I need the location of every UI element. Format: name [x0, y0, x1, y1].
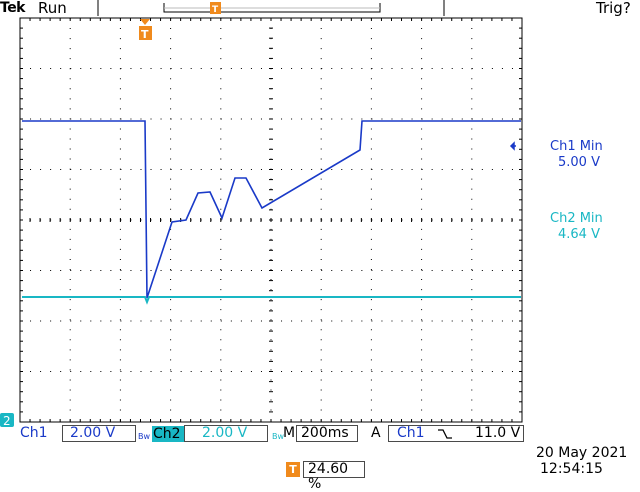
ch2-scale: 2.00 V: [202, 425, 248, 441]
ch1-bandwidth-limit: Bᴡ: [138, 432, 151, 441]
trigger-level: 11.0 V: [475, 425, 521, 441]
timebase-value: 200ms: [301, 425, 349, 441]
ch2-scale-box[interactable]: [184, 425, 268, 442]
graticule-grid: [19, 17, 522, 422]
trigger-level-arrow[interactable]: [509, 141, 516, 151]
trigger-position-value[interactable]: 24.60 %: [303, 461, 365, 492]
brand-logo: Tek: [0, 0, 26, 16]
trigger-position-marker[interactable]: [139, 26, 152, 40]
acquisition-state: Run: [38, 0, 67, 17]
ch1-scale-box[interactable]: [62, 425, 136, 442]
ch1-min-title: Ch1 Min: [550, 139, 603, 154]
trigger-position-icon: T: [286, 462, 300, 477]
record-trigger-marker: [210, 2, 221, 14]
ch2-ground-marker-label: 2: [3, 414, 11, 428]
oscilloscope-screen: 2 T T: [0, 0, 523, 428]
timebase-box[interactable]: [296, 425, 358, 442]
trigger-state: Trig?: [596, 0, 631, 17]
trigger-position-marker-label: T: [141, 28, 149, 41]
ch2-bandwidth-limit: Bᴡ: [272, 432, 285, 441]
trigger-position-arrow: [140, 19, 150, 25]
ch2-min-value: 4.64 V: [558, 227, 600, 242]
timebase-label: M: [283, 425, 296, 441]
falling-edge-icon: [438, 429, 452, 439]
ch1-min-value: 5.00 V: [558, 155, 600, 170]
time: 12:54:15: [540, 461, 603, 477]
trigger-box[interactable]: [388, 425, 524, 442]
ch1-label[interactable]: Ch1: [20, 425, 48, 441]
date: 20 May 2021: [536, 445, 628, 461]
record-trigger-marker-label: T: [212, 5, 219, 15]
ch2-min-title: Ch2 Min: [550, 211, 603, 226]
trigger-source: Ch1: [397, 425, 425, 441]
trigger-mode: A: [371, 425, 381, 441]
ch1-trace: [22, 120, 521, 299]
ch2-label[interactable]: Ch2: [152, 426, 184, 442]
ch1-scale: 2.00 V: [70, 425, 116, 441]
ch2-ground-marker[interactable]: [0, 413, 14, 427]
ch2-trace: [22, 296, 521, 305]
